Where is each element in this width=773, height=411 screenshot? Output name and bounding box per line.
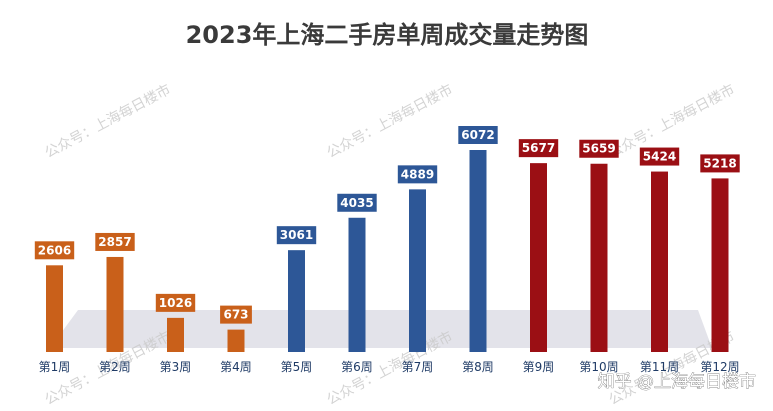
- bar-8: [469, 150, 487, 352]
- data-label-2: 2857: [98, 235, 131, 249]
- x-tick-label-8: 第8周: [462, 360, 494, 374]
- data-label-8: 6072: [461, 128, 494, 142]
- data-label-12: 5218: [703, 156, 736, 170]
- bar-6: [348, 217, 366, 352]
- bar-10: [590, 163, 608, 352]
- x-tick-label-1: 第1周: [39, 360, 71, 374]
- x-tick-label-6: 第6周: [341, 360, 373, 374]
- watermark: 公众号：上海每日楼市: [324, 81, 456, 162]
- data-label-box-3: [155, 293, 196, 312]
- bar-12: [711, 178, 729, 352]
- x-tick-label-7: 第7周: [402, 360, 434, 374]
- x-tick-label-10: 第10周: [579, 360, 618, 374]
- bar-9: [530, 163, 547, 352]
- x-tick-label-12: 第12周: [700, 360, 739, 374]
- bar-11: [651, 171, 668, 352]
- data-label-5: 3061: [280, 228, 313, 242]
- bar-3: [167, 317, 184, 352]
- x-tick-label-2: 第2周: [99, 360, 131, 374]
- x-tick-label-5: 第5周: [281, 360, 313, 374]
- x-tick-label-4: 第4周: [220, 360, 252, 374]
- x-tick-label-11: 第11周: [640, 360, 679, 374]
- data-label-box-10: [579, 139, 619, 158]
- data-label-9: 5677: [522, 141, 555, 155]
- data-label-6: 4035: [340, 196, 373, 210]
- bar-7: [409, 189, 426, 352]
- bar-5: [288, 250, 305, 352]
- data-label-box-6: [337, 193, 377, 212]
- data-label-11: 5424: [643, 150, 676, 164]
- chart-title: 2023年上海二手房单周成交量走势图: [186, 21, 589, 49]
- data-label-1: 2606: [38, 243, 71, 257]
- data-label-10: 5659: [582, 142, 615, 156]
- data-label-7: 4889: [401, 167, 434, 181]
- data-label-box-1: [34, 241, 75, 260]
- bar-1: [46, 265, 63, 352]
- data-label-box-9: [518, 139, 559, 158]
- data-label-box-7: [397, 165, 438, 184]
- data-label-4: 673: [223, 308, 248, 322]
- x-tick-label-9: 第9周: [523, 360, 555, 374]
- data-label-box-5: [276, 226, 317, 245]
- data-labels: 2606 2857 1026 673 3061 4035 4889 6072 5677 5659 5…: [34, 126, 740, 324]
- bar-4: [227, 329, 245, 352]
- bar-series: [46, 150, 729, 352]
- watermark: 公众号：上海每日楼市: [42, 81, 174, 162]
- data-label-box-8: [458, 126, 498, 144]
- data-label-box-2: [95, 232, 135, 251]
- data-label-box-4: [220, 305, 252, 324]
- credit-text: 知乎 @上海每日楼市: [598, 372, 756, 392]
- data-label-3: 1026: [159, 296, 192, 310]
- data-label-box-11: [639, 147, 680, 166]
- x-tick-label-3: 第3周: [160, 360, 192, 374]
- x-axis-ticks: 第1周 第2周 第3周 第4周 第5周 第6周 第7周 第8周 第9周 第10周 第11周 第12周: [39, 360, 740, 374]
- data-label-box-12: [700, 154, 740, 173]
- bar-2: [106, 256, 124, 352]
